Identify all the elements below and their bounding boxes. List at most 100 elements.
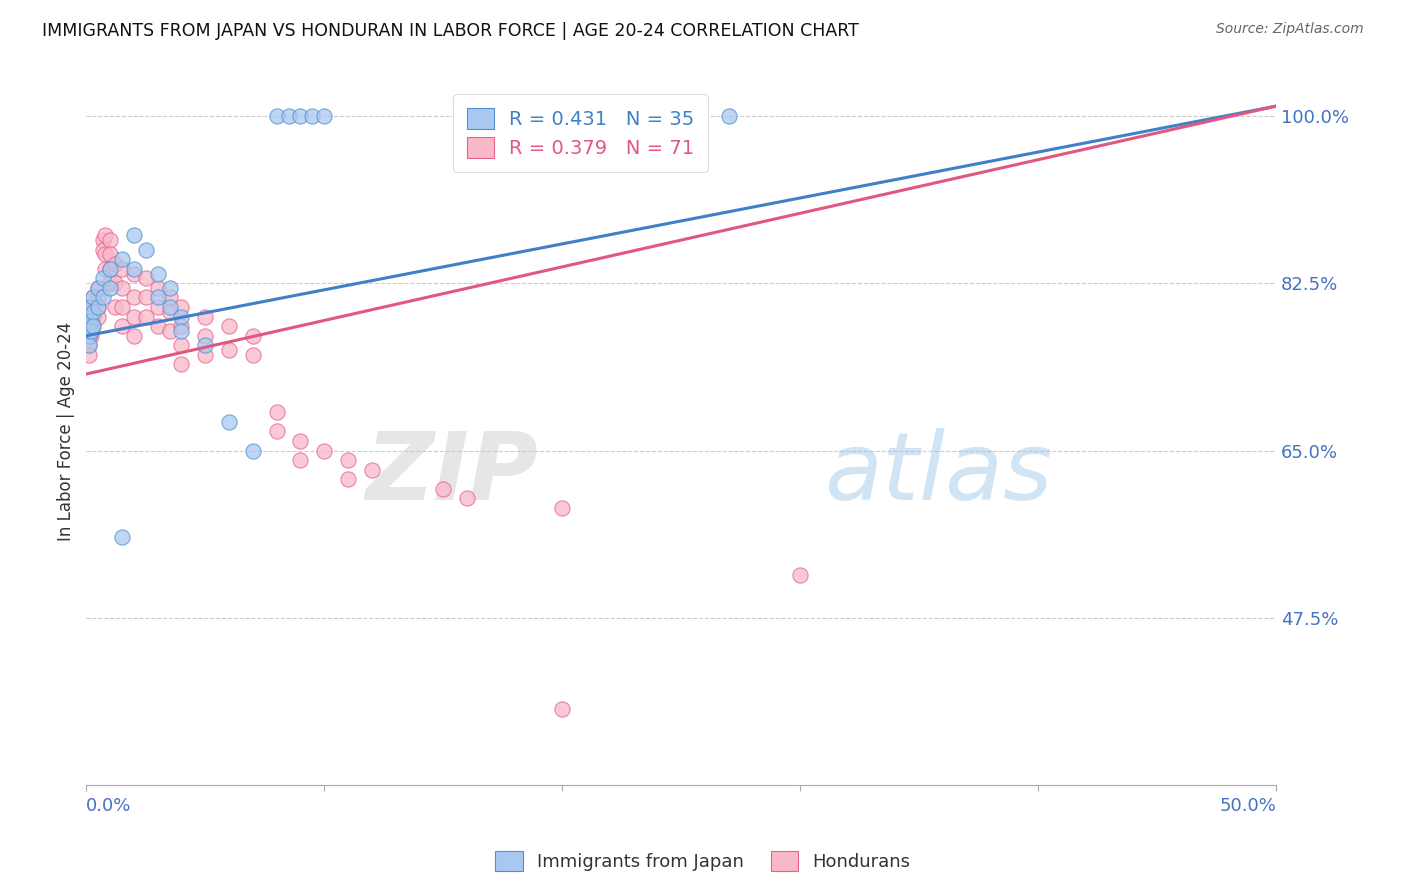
Point bbox=[77, 338, 100, 352]
Point bbox=[266, 425, 288, 439]
Point bbox=[80, 300, 103, 314]
Y-axis label: In Labor Force | Age 20-24: In Labor Force | Age 20-24 bbox=[58, 322, 75, 541]
Point bbox=[122, 261, 145, 276]
Point bbox=[586, 109, 609, 123]
Point bbox=[82, 310, 104, 324]
Point bbox=[314, 443, 336, 458]
Point bbox=[360, 463, 382, 477]
Point bbox=[77, 348, 100, 362]
Point bbox=[77, 319, 100, 334]
Point bbox=[91, 243, 114, 257]
Point bbox=[135, 291, 157, 305]
Point bbox=[146, 267, 169, 281]
Point bbox=[82, 291, 104, 305]
Point bbox=[104, 300, 127, 314]
Legend: R = 0.431   N = 35, R = 0.379   N = 71: R = 0.431 N = 35, R = 0.379 N = 71 bbox=[453, 95, 709, 171]
Point bbox=[87, 281, 110, 295]
Point bbox=[218, 319, 240, 334]
Point bbox=[170, 300, 193, 314]
Point bbox=[77, 310, 100, 324]
Point bbox=[575, 109, 598, 123]
Point bbox=[135, 243, 157, 257]
Point bbox=[170, 310, 193, 324]
Point bbox=[337, 472, 360, 486]
Point bbox=[290, 109, 312, 123]
Point bbox=[122, 310, 145, 324]
Point bbox=[242, 328, 264, 343]
Point bbox=[82, 300, 104, 314]
Point bbox=[194, 348, 217, 362]
Point bbox=[87, 300, 110, 314]
Legend: Immigrants from Japan, Hondurans: Immigrants from Japan, Hondurans bbox=[488, 844, 918, 879]
Point bbox=[218, 343, 240, 357]
Point bbox=[551, 109, 574, 123]
Point bbox=[98, 261, 121, 276]
Point bbox=[91, 291, 114, 305]
Text: atlas: atlas bbox=[824, 428, 1052, 519]
Point bbox=[104, 276, 127, 290]
Point bbox=[159, 305, 181, 319]
Point bbox=[111, 530, 134, 544]
Point bbox=[111, 261, 134, 276]
Point bbox=[82, 305, 104, 319]
Point bbox=[170, 358, 193, 372]
Point bbox=[82, 291, 104, 305]
Point bbox=[87, 310, 110, 324]
Point bbox=[94, 247, 117, 261]
Point bbox=[87, 300, 110, 314]
Point bbox=[80, 328, 103, 343]
Point bbox=[146, 291, 169, 305]
Point bbox=[717, 109, 740, 123]
Point bbox=[290, 434, 312, 448]
Point bbox=[80, 324, 103, 338]
Point bbox=[80, 314, 103, 328]
Point bbox=[87, 291, 110, 305]
Point bbox=[146, 281, 169, 295]
Point bbox=[80, 310, 103, 324]
Point bbox=[135, 310, 157, 324]
Point bbox=[170, 319, 193, 334]
Point bbox=[266, 405, 288, 419]
Point bbox=[122, 291, 145, 305]
Text: Source: ZipAtlas.com: Source: ZipAtlas.com bbox=[1216, 22, 1364, 37]
Point bbox=[111, 281, 134, 295]
Point bbox=[122, 328, 145, 343]
Point bbox=[82, 319, 104, 334]
Point bbox=[551, 500, 574, 515]
Point bbox=[82, 319, 104, 334]
Point bbox=[194, 338, 217, 352]
Point bbox=[77, 328, 100, 343]
Point bbox=[94, 228, 117, 243]
Point bbox=[242, 443, 264, 458]
Point bbox=[111, 300, 134, 314]
Point bbox=[80, 319, 103, 334]
Point bbox=[135, 271, 157, 285]
Point bbox=[104, 257, 127, 271]
Point bbox=[98, 233, 121, 247]
Text: 0.0%: 0.0% bbox=[86, 797, 132, 815]
Point bbox=[159, 281, 181, 295]
Point bbox=[290, 453, 312, 467]
Point bbox=[242, 348, 264, 362]
Point bbox=[77, 328, 100, 343]
Point bbox=[218, 415, 240, 429]
Point bbox=[314, 109, 336, 123]
Point bbox=[194, 328, 217, 343]
Point bbox=[146, 300, 169, 314]
Point bbox=[98, 276, 121, 290]
Point bbox=[159, 291, 181, 305]
Point bbox=[266, 109, 288, 123]
Point bbox=[80, 300, 103, 314]
Point bbox=[170, 338, 193, 352]
Point bbox=[91, 271, 114, 285]
Point bbox=[122, 267, 145, 281]
Point bbox=[432, 482, 454, 496]
Point bbox=[111, 319, 134, 334]
Text: IMMIGRANTS FROM JAPAN VS HONDURAN IN LABOR FORCE | AGE 20-24 CORRELATION CHART: IMMIGRANTS FROM JAPAN VS HONDURAN IN LAB… bbox=[42, 22, 859, 40]
Point bbox=[456, 491, 478, 506]
Point bbox=[98, 281, 121, 295]
Point bbox=[122, 228, 145, 243]
Point bbox=[194, 310, 217, 324]
Point bbox=[159, 300, 181, 314]
Point bbox=[87, 281, 110, 295]
